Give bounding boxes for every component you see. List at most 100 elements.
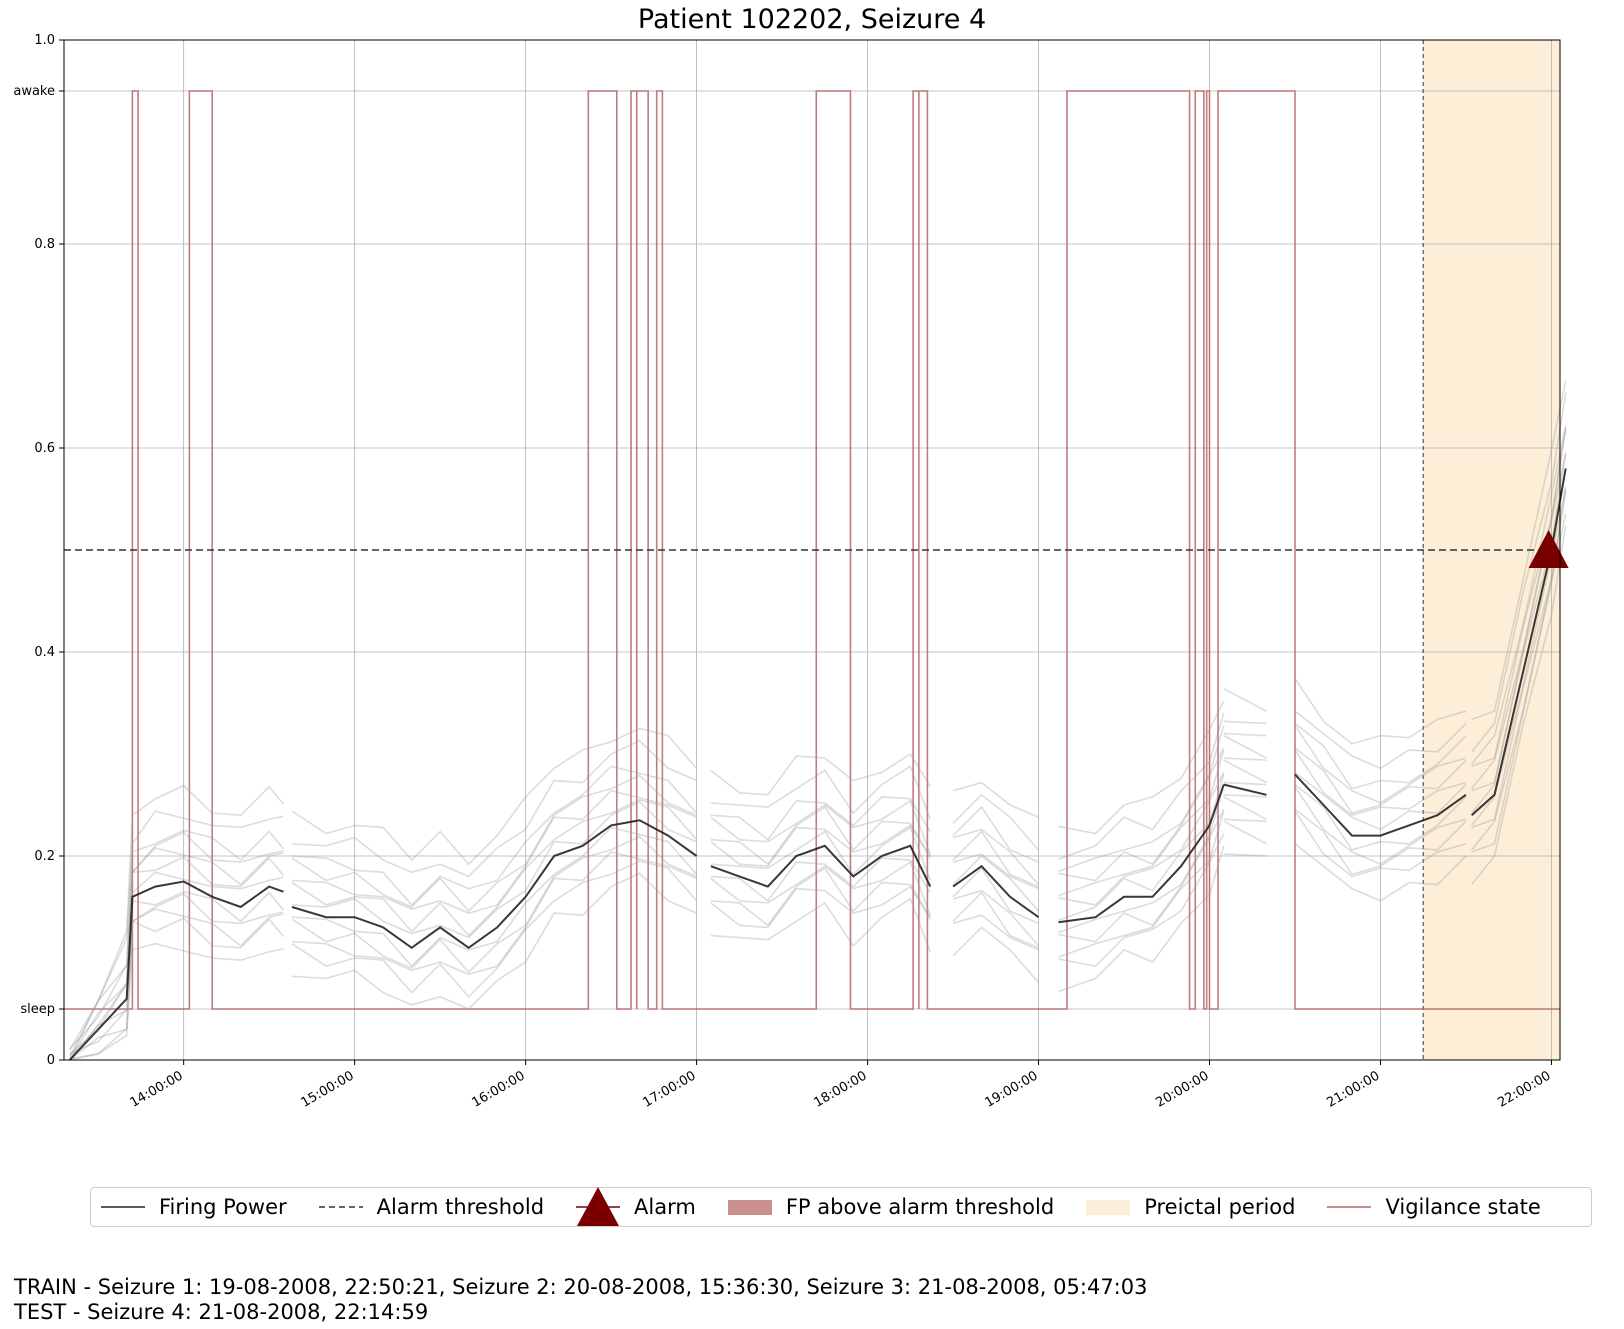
firing-power-run-line xyxy=(710,897,932,953)
firing-power-run-line xyxy=(291,774,697,913)
firing-power-run-line xyxy=(291,872,697,1010)
plot-frame xyxy=(63,39,1561,1061)
firing-power-run-line xyxy=(1294,783,1467,851)
y-tick-label: 1.0 xyxy=(34,33,55,48)
firing-power-run-line xyxy=(68,810,284,1061)
firing-power-run-line xyxy=(710,867,931,927)
legend-label-preictal: Preictal period xyxy=(1144,1195,1296,1219)
firing-power-run-line xyxy=(291,799,698,937)
firing-power-run-line xyxy=(1058,712,1225,860)
legend-item-alarm: Alarm xyxy=(576,1187,696,1227)
firing-power-run-line xyxy=(69,942,284,1061)
firing-power-run-line xyxy=(710,885,931,929)
firing-power-run-line xyxy=(1471,429,1567,790)
firing-power-run-line xyxy=(1471,427,1567,767)
firing-power-run-line xyxy=(1223,796,1267,820)
firing-power-run-line xyxy=(710,796,931,841)
firing-power-line xyxy=(1470,468,1567,816)
firing-power-run-line xyxy=(1471,525,1567,886)
legend-item-firing-power: Firing Power xyxy=(101,1195,287,1219)
firing-power-run-line xyxy=(1294,810,1467,878)
x-tick-label: 15:00:00 xyxy=(299,1068,357,1110)
firing-power-run-line xyxy=(952,889,1040,947)
y-tick-label: 0.8 xyxy=(34,237,55,252)
firing-power-run-line xyxy=(1058,700,1225,835)
firing-power-run-line xyxy=(1294,749,1467,817)
firing-power-run-line xyxy=(1223,720,1267,725)
legend-swatch-firing-power xyxy=(101,1206,145,1208)
legend-label-fp-above: FP above alarm threshold xyxy=(785,1195,1055,1219)
firing-power-run-line xyxy=(69,784,285,1051)
x-tick-label: 14:00:00 xyxy=(128,1068,186,1110)
firing-power-run-line xyxy=(291,739,697,878)
firing-power-run-line xyxy=(710,799,932,855)
firing-power-run-line xyxy=(1223,853,1267,857)
firing-power-run-line xyxy=(1058,808,1225,943)
firing-power-run-line xyxy=(69,871,284,1061)
vigilance-state-line xyxy=(64,90,1560,1010)
firing-power-line xyxy=(952,864,1040,919)
firing-power-run-line xyxy=(1294,843,1467,902)
firing-power-line xyxy=(68,880,284,1061)
firing-power-run-line xyxy=(69,831,284,1050)
firing-power-run-line xyxy=(1471,380,1567,721)
firing-power-run-line xyxy=(1471,392,1567,753)
x-tick-label: 17:00:00 xyxy=(641,1068,699,1110)
firing-power-run-line xyxy=(291,727,698,866)
firing-power-run-line xyxy=(1471,451,1567,792)
firing-power-run-line xyxy=(291,789,697,914)
firing-power-run-line xyxy=(68,829,285,1057)
firing-power-run-line xyxy=(1471,453,1567,814)
y-tick-label: 0.2 xyxy=(34,849,55,864)
chart-title: Patient 102202, Seizure 4 xyxy=(637,4,987,35)
firing-power-run-line xyxy=(1058,749,1225,897)
x-tick-label: 22:00:00 xyxy=(1495,1068,1553,1110)
firing-power-run-line xyxy=(952,891,1039,949)
firing-power-run-line xyxy=(710,805,931,866)
firing-power-run-line xyxy=(1294,722,1467,790)
legend-swatch-alarm-threshold xyxy=(318,1206,363,1208)
firing-power-run-line xyxy=(1471,486,1567,826)
legend: Firing Power Alarm threshold Alarm FP ab… xyxy=(90,1187,1592,1227)
firing-power-run-line xyxy=(291,851,697,976)
firing-power-run-line xyxy=(952,805,1039,863)
firing-power-run-line xyxy=(1294,808,1467,876)
legend-swatch-vigilance xyxy=(1327,1206,1372,1208)
firing-power-run-line xyxy=(952,830,1039,888)
firing-power-run-line xyxy=(1058,810,1225,958)
firing-power-run-line xyxy=(69,892,284,1054)
firing-power-line xyxy=(291,819,698,950)
x-tick-label: 16:00:00 xyxy=(470,1068,528,1110)
legend-item-fp-above: FP above alarm threshold xyxy=(727,1195,1055,1219)
firing-power-line xyxy=(1223,783,1267,796)
firing-power-run-line xyxy=(1294,786,1467,866)
firing-power-run-line xyxy=(1294,678,1467,745)
legend-swatch-fp-above xyxy=(727,1200,772,1215)
firing-power-run-line xyxy=(1294,710,1467,770)
firing-power-run-line xyxy=(1058,747,1225,882)
firing-power-run-line xyxy=(69,846,284,1061)
firing-power-run-line xyxy=(952,781,1039,818)
firing-power-run-line xyxy=(952,793,1040,851)
y-tick-label: 0 xyxy=(47,1053,55,1068)
firing-power-run-line xyxy=(1058,845,1225,993)
legend-swatch-alarm xyxy=(576,1187,621,1226)
firing-power-run-line xyxy=(952,853,1039,890)
x-tick-label: 18:00:00 xyxy=(811,1068,869,1110)
firing-power-run-line xyxy=(1223,794,1267,798)
firing-power-run-line xyxy=(710,860,932,916)
x-tick-label: 21:00:00 xyxy=(1324,1068,1382,1110)
legend-label-vigilance: Vigilance state xyxy=(1385,1195,1541,1219)
legend-label-firing-power: Firing Power xyxy=(159,1195,287,1219)
firing-power-run-line xyxy=(291,826,698,968)
firing-power-line xyxy=(710,844,932,888)
x-tick-label: 20:00:00 xyxy=(1153,1068,1211,1110)
alarm-marker xyxy=(1528,530,1569,568)
firing-power-run-line xyxy=(1223,734,1267,759)
firing-power-run-line xyxy=(952,926,1040,984)
legend-item-alarm-threshold: Alarm threshold xyxy=(318,1195,544,1219)
firing-power-run-line xyxy=(69,908,284,1061)
firing-power-run-line xyxy=(69,890,285,1061)
legend-label-alarm: Alarm xyxy=(634,1195,696,1219)
